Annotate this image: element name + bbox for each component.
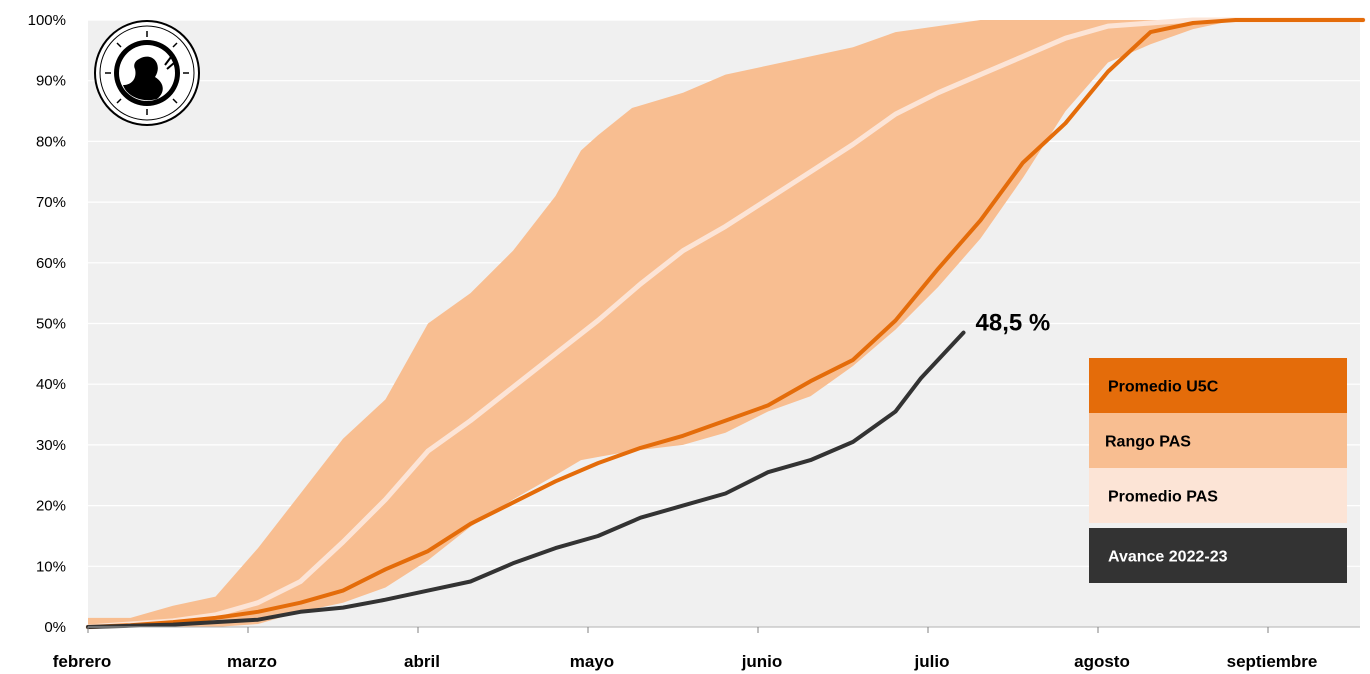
legend-swatch-promedio-u5c xyxy=(1089,358,1347,413)
y-tick-label-8: 80% xyxy=(36,133,66,150)
legend-swatch-rango-pas xyxy=(1089,413,1347,468)
legend: Promedio U5C Rango PAS Promedio PAS Avan… xyxy=(1089,358,1347,583)
series-promedio-pas-line xyxy=(85,17,1366,630)
legend-swatch-avance xyxy=(1089,528,1347,583)
series-avance-line xyxy=(86,330,966,629)
axis-labels: 0% 10% 20% 30% 40% 50% 60% 70% 80% 90% 100% febrero… xyxy=(28,12,1360,671)
y-tick-label-1: 10% xyxy=(36,558,66,575)
x-tick-label-marzo: marzo xyxy=(227,652,277,671)
series-promedio-u5c-line xyxy=(86,18,1365,629)
y-tick-label-7: 70% xyxy=(36,194,66,211)
y-tick-label-2: 20% xyxy=(36,498,66,515)
x-tick-label-septiembre: septiembre xyxy=(1227,652,1318,671)
y-tick-label-10: 100% xyxy=(28,12,66,29)
series-layer xyxy=(85,17,1366,630)
institution-seal-logo xyxy=(94,20,200,126)
final-value-annotation: 48,5 % xyxy=(976,310,1051,337)
x-tick-label-mayo: mayo xyxy=(570,652,614,671)
legend-label-rango-pas: Rango PAS xyxy=(1105,434,1191,451)
x-tick-label-julio: julio xyxy=(914,652,950,671)
y-tick-label-0: 0% xyxy=(44,619,66,636)
y-tick-label-9: 90% xyxy=(36,73,66,90)
y-tick-label-4: 40% xyxy=(36,376,66,393)
x-tick-label-febrero: febrero xyxy=(53,652,112,671)
y-tick-label-3: 30% xyxy=(36,437,66,454)
x-tick-label-junio: junio xyxy=(741,652,783,671)
x-tick-label-agosto: agosto xyxy=(1074,652,1130,671)
legend-label-promedio-u5c: Promedio U5C xyxy=(1108,379,1219,396)
legend-label-promedio-pas: Promedio PAS xyxy=(1108,489,1218,506)
legend-label-avance: Avance 2022-23 xyxy=(1108,549,1228,566)
x-tick-label-abril: abril xyxy=(404,652,440,671)
y-tick-label-5: 50% xyxy=(36,316,66,333)
y-tick-label-6: 60% xyxy=(36,255,66,272)
legend-swatch-promedio-pas xyxy=(1089,468,1347,523)
